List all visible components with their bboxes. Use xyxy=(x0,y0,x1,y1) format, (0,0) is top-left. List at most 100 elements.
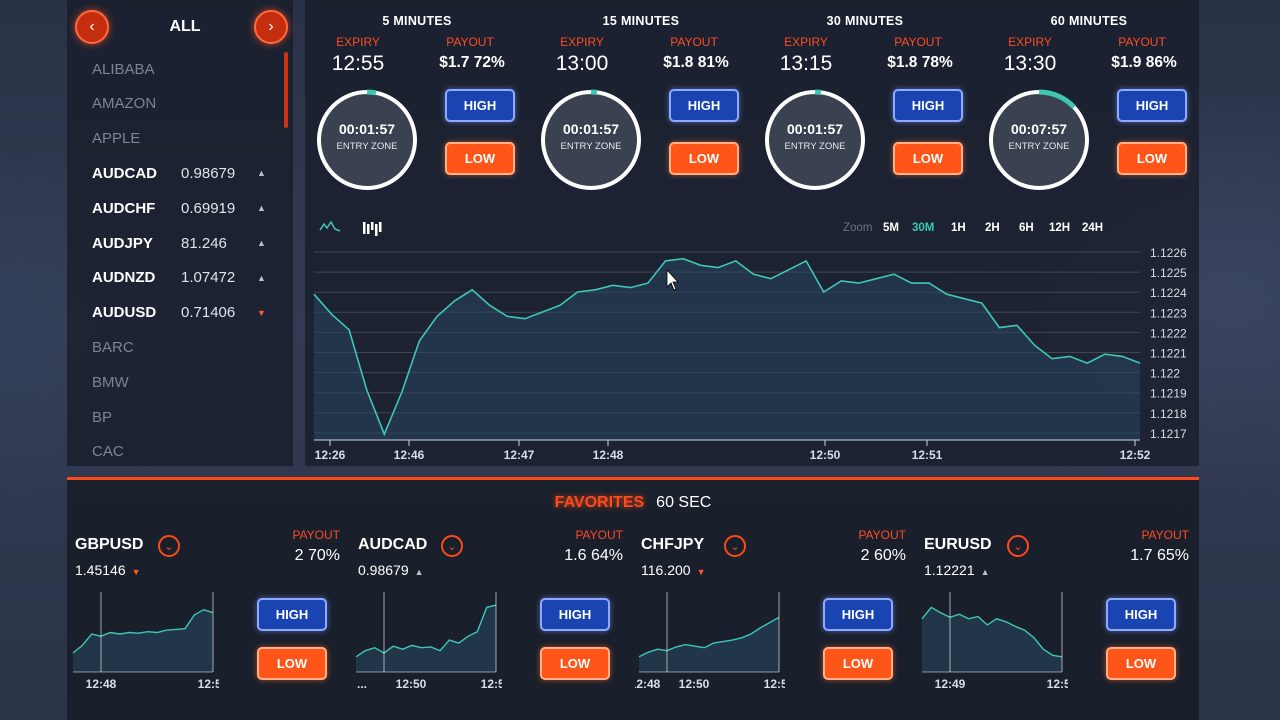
payout-label: PAYOUT xyxy=(575,528,623,542)
favorite-symbol[interactable]: CHFJPY xyxy=(641,536,705,553)
zoom-option[interactable]: 30M xyxy=(912,222,935,234)
countdown-time: 00:07:57 xyxy=(1010,121,1068,137)
y-tick-label: 1.1224 xyxy=(1150,286,1187,300)
asset-name: APPLE xyxy=(92,130,141,148)
y-tick-label: 1.1217 xyxy=(1150,427,1187,441)
favorite-card: CHFJPY ⌄ 116.200 ▼ PAYOUT 2 60% 12:48 12:50 12:5… xyxy=(633,480,916,720)
mini-chart[interactable]: 12:48 12:50 12:52 xyxy=(635,592,785,692)
payout-label: PAYOUT xyxy=(1118,35,1166,49)
asset-row[interactable]: CAC xyxy=(92,437,282,467)
ring-progress xyxy=(540,89,642,191)
expiry-label: EXPIRY xyxy=(560,35,604,49)
asset-row[interactable]: AUDJPY 81.246 ▲ xyxy=(92,228,282,258)
mini-chart[interactable]: ... 12:50 12:52 xyxy=(352,592,502,692)
asset-list-title: ALL xyxy=(169,18,201,35)
duration-title: 5 MINUTES xyxy=(382,14,452,28)
asset-row[interactable]: BMW xyxy=(92,367,282,397)
duration-title: 60 MINUTES xyxy=(1050,14,1128,28)
duration-title: 15 MINUTES xyxy=(602,14,680,28)
favorite-price: 0.98679 ▲ xyxy=(358,562,424,578)
high-button[interactable]: HIGH xyxy=(823,598,893,631)
duration-title: 30 MINUTES xyxy=(826,14,904,28)
asset-name: AUDNZD xyxy=(92,269,156,287)
chevron-down-icon[interactable]: ⌄ xyxy=(158,535,180,557)
expiry-time: 12:55 xyxy=(331,52,385,75)
mini-x-tick-label: 12:52 xyxy=(481,677,502,691)
mini-x-tick-label: 12:50 xyxy=(396,677,427,691)
low-button[interactable]: LOW xyxy=(445,142,515,175)
favorite-symbol[interactable]: GBPUSD xyxy=(75,536,144,553)
favorite-symbol[interactable]: EURUSD xyxy=(924,536,992,553)
payout-value: 1.6 64% xyxy=(564,547,623,564)
mouse-cursor-icon xyxy=(666,268,679,291)
zoom-option[interactable]: 6H xyxy=(1019,222,1034,234)
high-button[interactable]: HIGH xyxy=(257,598,327,631)
asset-row[interactable]: AUDCAD 0.98679 ▲ xyxy=(92,158,282,188)
high-button[interactable]: HIGH xyxy=(1106,598,1176,631)
zoom-option[interactable]: 1H xyxy=(951,222,966,234)
asset-row[interactable]: ALIBABA xyxy=(92,54,282,84)
asset-row[interactable]: AMAZON xyxy=(92,89,282,119)
entry-zone-label: ENTRY ZONE xyxy=(336,141,398,152)
high-button[interactable]: HIGH xyxy=(1117,89,1187,122)
high-button[interactable]: HIGH xyxy=(893,89,963,122)
asset-row[interactable]: APPLE xyxy=(92,124,282,154)
high-button[interactable]: HIGH xyxy=(669,89,739,122)
mini-chart[interactable]: 12:49 12:52 xyxy=(918,592,1068,692)
expiry-column: 60 MINUTES EXPIRY PAYOUT 13:30 $1.9 86% 00:07… xyxy=(977,0,1201,192)
high-button[interactable]: HIGH xyxy=(540,598,610,631)
high-button[interactable]: HIGH xyxy=(445,89,515,122)
sidebar-scrollbar[interactable] xyxy=(284,52,288,128)
x-tick-label: 12:50 xyxy=(810,448,841,462)
countdown-time: 00:01:57 xyxy=(786,121,844,137)
payout-value: 2 70% xyxy=(294,547,340,564)
mini-chart[interactable]: 12:48 12:52 xyxy=(69,592,219,692)
arrow-up-icon: ▲ xyxy=(414,567,424,577)
low-button[interactable]: LOW xyxy=(1117,142,1187,175)
chevron-down-icon[interactable]: ⌄ xyxy=(724,535,746,557)
price-chart[interactable]: 1.1226 1.1225 1.1224 1.1223 1.1222 1.1221 1.12… xyxy=(305,200,1199,466)
countdown-ring: 00:07:57 ENTRY ZONE xyxy=(987,88,1091,192)
low-button[interactable]: LOW xyxy=(1106,647,1176,680)
asset-row[interactable]: AUDCHF 0.69919 ▲ xyxy=(92,193,282,223)
chevron-down-icon[interactable]: ⌄ xyxy=(1007,535,1029,557)
payout-value: $1.8 81% xyxy=(663,54,729,71)
favorites-period[interactable]: 60 SEC xyxy=(656,494,712,511)
payout-value: 2 60% xyxy=(860,547,906,564)
asset-name: AUDUSD xyxy=(92,304,157,322)
favorite-price-value: 116.200 xyxy=(641,562,691,578)
asset-row[interactable]: BARC xyxy=(92,332,282,362)
asset-row[interactable]: AUDUSD 0.71406 ▼ xyxy=(92,298,282,328)
favorites-title: FAVORITES xyxy=(554,494,645,511)
low-button[interactable]: LOW xyxy=(893,142,963,175)
zoom-option[interactable]: 12H xyxy=(1049,222,1071,234)
asset-price: 81.246 xyxy=(181,234,227,252)
x-tick-label: 12:51 xyxy=(912,448,943,462)
zoom-option[interactable]: 5M xyxy=(883,222,899,234)
entry-zone-label: ENTRY ZONE xyxy=(560,141,622,152)
payout-label: PAYOUT xyxy=(446,35,494,49)
payout-label: PAYOUT xyxy=(858,528,906,542)
chevron-right-icon[interactable]: › xyxy=(254,10,288,44)
zoom-option[interactable]: 24H xyxy=(1082,222,1104,234)
low-button[interactable]: LOW xyxy=(669,142,739,175)
chevron-left-icon[interactable]: ‹ xyxy=(75,10,109,44)
asset-row[interactable]: BP xyxy=(92,402,282,432)
low-button[interactable]: LOW xyxy=(257,647,327,680)
asset-name: AMAZON xyxy=(92,95,157,113)
x-tick-label: 12:47 xyxy=(504,448,535,462)
arrow-down-icon: ▼ xyxy=(696,567,706,577)
mini-x-tick-label: 12:50 xyxy=(679,677,710,691)
countdown-ring: 00:01:57 ENTRY ZONE xyxy=(315,88,419,192)
asset-name: AUDCHF xyxy=(92,199,156,217)
chevron-down-icon[interactable]: ⌄ xyxy=(441,535,463,557)
favorite-price-value: 1.45146 xyxy=(75,562,126,578)
low-button[interactable]: LOW xyxy=(823,647,893,680)
zoom-option[interactable]: 2H xyxy=(985,222,1000,234)
favorite-symbol[interactable]: AUDCAD xyxy=(358,536,428,553)
mini-x-tick-label: 12:52 xyxy=(198,677,219,691)
low-button[interactable]: LOW xyxy=(540,647,610,680)
favorite-price: 1.12221 ▲ xyxy=(924,562,990,578)
arrow-up-icon: ▲ xyxy=(257,168,266,179)
asset-row[interactable]: AUDNZD 1.07472 ▲ xyxy=(92,263,282,293)
